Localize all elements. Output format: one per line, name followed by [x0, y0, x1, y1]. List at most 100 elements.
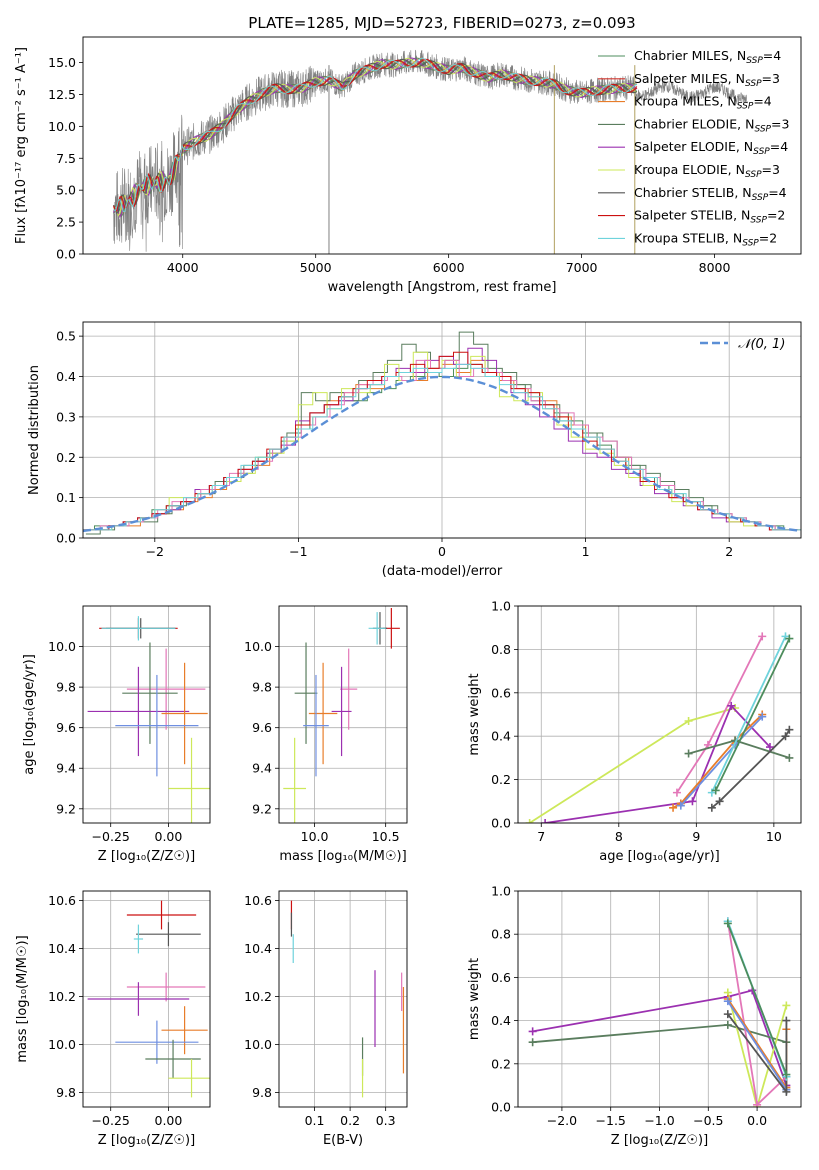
- weight-point-marker: [684, 717, 693, 726]
- weight-point-marker: [782, 1001, 791, 1010]
- weight-series-line: [710, 636, 787, 793]
- weight-vs-Z-xtick-label: 0.0: [747, 1113, 767, 1128]
- weight-point-marker: [765, 743, 774, 752]
- residuals-ytick-label: 0.0: [56, 531, 76, 546]
- age-vs-mass-frame: [278, 605, 408, 824]
- weight-series-line: [726, 923, 788, 1075]
- weight-point-marker: [781, 732, 790, 741]
- age-vs-Z-xtick-label: −0.25: [92, 829, 130, 844]
- residuals-xtick-label: 1: [582, 544, 590, 559]
- weight-vs-age-axes: 7 8 9 10 0.0 0.2 0.4 0.6 0.8 1.0 age [log₁₀(age/yr…: [467, 599, 801, 864]
- weight-point-marker: [753, 1100, 762, 1107]
- errorbar: [136, 922, 201, 947]
- mass-vs-Z-ytick-label: 10.0: [48, 1037, 76, 1052]
- weight-point-marker: [727, 701, 736, 710]
- weight-vs-Z-ytick-label: 0.0: [491, 1100, 511, 1115]
- errorbar: [168, 1059, 210, 1098]
- model-fit-line: [113, 58, 638, 215]
- age-vs-mass-ytick-label: 10.0: [244, 639, 272, 654]
- errorbar: [115, 1020, 199, 1064]
- legend-label: 𝒩(0, 1): [738, 337, 785, 352]
- errorbar: [340, 648, 358, 730]
- mass-vs-Z-axes: −0.25 0.00 9.8 10.0 10.2 10.4 10.6 Z [log₁₀(Z/Z…: [15, 891, 210, 1148]
- mass-vs-Z-frame: [82, 890, 211, 1108]
- model-fit-line: [113, 57, 638, 213]
- mass-vs-Z-ytick-label: 9.8: [56, 1085, 76, 1100]
- errorbar: [161, 1006, 208, 1055]
- model-fit-line: [113, 57, 638, 218]
- legend-label: Chabrier STELIB, NSSP=4: [634, 185, 787, 203]
- weight-point-marker: [723, 1010, 732, 1019]
- errorbar: [126, 648, 206, 730]
- weight-vs-age-ytick-label: 0.6: [491, 685, 511, 700]
- errorbar: [145, 1039, 201, 1079]
- spectrum-xtick-label: 7000: [566, 260, 598, 275]
- weight-vs-age-ytick-label: 0.8: [491, 642, 511, 657]
- weight-vs-Z-xtick-label: −0.5: [693, 1113, 723, 1128]
- weight-point-marker: [525, 819, 534, 823]
- weight-series-line: [529, 707, 736, 823]
- age-vs-Z-xlabel: Z [log₁₀(Z/Z☉)]: [98, 849, 195, 864]
- residuals-ytick-label: 0.5: [56, 329, 76, 344]
- errorbar: [133, 924, 144, 954]
- weight-point-marker: [723, 919, 732, 928]
- weight-vs-age-ytick-label: 0.2: [491, 772, 511, 787]
- mass-vs-ebv-xlabel: E(B-V): [323, 1133, 363, 1148]
- weight-vs-Z-ylabel: mass weight: [467, 958, 482, 1040]
- mass-vs-Z-ytick-label: 10.2: [48, 989, 76, 1004]
- weight-vs-Z-ytick-label: 0.2: [491, 1056, 511, 1071]
- mass-vs-Z-xlabel: Z [log₁₀(Z/Z☉)]: [98, 1133, 195, 1148]
- weight-vs-age-xtick-label: 9: [692, 829, 700, 844]
- weight-series-line: [672, 713, 763, 809]
- spectrum-plot-area: [113, 49, 749, 254]
- weight-vs-Z-xtick-label: −1.5: [596, 1113, 626, 1128]
- age-vs-mass-xtick-label: 10.0: [301, 829, 329, 844]
- weight-point-marker: [528, 1027, 537, 1036]
- weight-series-line: [544, 704, 771, 823]
- spectrum-ytick-label: 10.0: [48, 119, 76, 134]
- spectrum-frame: [82, 36, 802, 255]
- errorbar: [368, 612, 386, 645]
- age-vs-Z-ytick-label: 9.2: [56, 801, 76, 816]
- residuals-plot-area: [83, 331, 801, 535]
- weight-vs-age-frame: [517, 605, 802, 824]
- age-vs-Z-ylabel: age [log₁₀(age/yr)]: [22, 654, 37, 775]
- weight-vs-Z-axes: −2.0 −1.5 −1.0 −0.5 0.0 0.0 0.2 0.4 0.6 0.8 1.0 Z […: [467, 884, 801, 1148]
- age-vs-mass-ytick-label: 9.4: [252, 761, 272, 776]
- mass-vs-Z-plot-area: [87, 900, 210, 1098]
- mass-vs-ebv-xtick-label: 0.3: [376, 1113, 396, 1128]
- weight-point-marker: [758, 712, 767, 721]
- spectrum-ytick-label: 0.0: [56, 247, 76, 262]
- residuals-xtick-label: 0: [438, 544, 446, 559]
- errorbar: [122, 642, 178, 744]
- age-vs-Z-ytick-label: 9.6: [56, 720, 76, 735]
- age-vs-mass-xlabel: mass [log₁₀(M/M☉)]: [279, 849, 406, 864]
- residuals-ytick-label: 0.2: [56, 450, 76, 465]
- errorbar: [294, 642, 318, 744]
- residuals-ytick-label: 0.3: [56, 409, 76, 424]
- age-vs-Z-axes: −0.25 0.00 9.2 9.4 9.6 9.8 10.0 Z [log₁₀(Z/Z☉)]…: [22, 606, 210, 864]
- weight-vs-Z-xtick-label: −2.0: [547, 1113, 577, 1128]
- residuals-xtick-label: −2: [146, 544, 164, 559]
- weight-point-marker: [528, 1038, 537, 1047]
- weight-vs-age-xtick-label: 10: [766, 829, 782, 844]
- weight-vs-age-ytick-label: 1.0: [491, 599, 511, 614]
- errorbar: [126, 900, 197, 930]
- weight-vs-Z-ytick-label: 1.0: [491, 884, 511, 899]
- weight-point-marker: [672, 788, 681, 797]
- weight-vs-age-ytick-label: 0.4: [491, 729, 511, 744]
- errorbar: [308, 662, 338, 765]
- weight-series-line: [727, 1000, 788, 1091]
- weight-vs-age-ytick-label: 0.0: [491, 816, 511, 831]
- weight-vs-Z-ytick-label: 0.4: [491, 1013, 511, 1028]
- spectrum-xtick-label: 6000: [433, 260, 465, 275]
- age-vs-mass-axes: 10.0 10.5 9.2 9.4 9.6 9.8 10.0 mass [log₁₀(M/M☉…: [244, 606, 407, 864]
- weight-point-marker: [684, 749, 693, 758]
- weight-point-marker: [711, 786, 720, 795]
- errorbar: [303, 674, 329, 777]
- mass-vs-ebv-ytick-label: 10.6: [244, 893, 272, 908]
- weight-point-marker: [785, 634, 794, 643]
- weight-vs-age-ylabel: mass weight: [467, 673, 482, 755]
- normal-distribution-curve: [83, 375, 799, 533]
- spectrum-xlabel: wavelength [Angstrom, rest frame]: [328, 280, 557, 295]
